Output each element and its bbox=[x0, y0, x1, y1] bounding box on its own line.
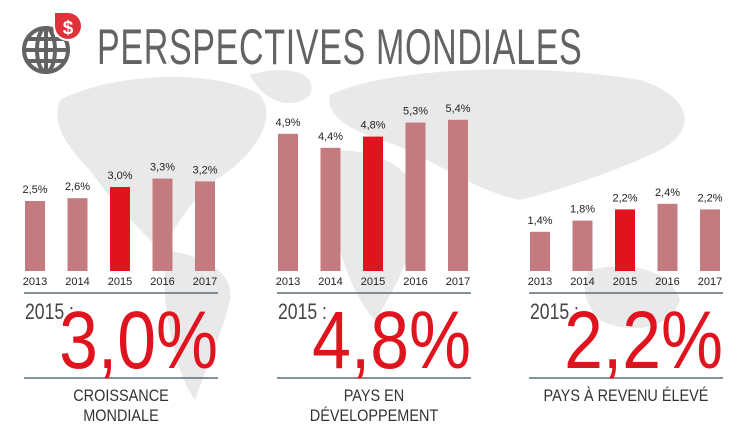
data-label: 5,4% bbox=[445, 103, 470, 115]
bar-2017 bbox=[195, 181, 215, 271]
x-tick-label: 2014 bbox=[318, 276, 342, 288]
bar-2014 bbox=[67, 198, 88, 271]
bar-2017 bbox=[448, 119, 468, 271]
data-label: 2,2% bbox=[612, 192, 637, 204]
chart-caption: PAYS À REVENU ÉLEVÉ bbox=[543, 386, 709, 405]
bar-2016 bbox=[405, 122, 426, 271]
data-label: 4,9% bbox=[275, 117, 300, 129]
data-label: 3,2% bbox=[192, 164, 217, 176]
x-tick-label: 2015 bbox=[108, 276, 132, 288]
x-tick-label: 2015 bbox=[613, 276, 637, 288]
x-tick-label: 2016 bbox=[655, 276, 679, 288]
summary-value: 2,2% bbox=[564, 295, 723, 386]
data-label: 4,8% bbox=[360, 120, 385, 132]
data-label: 2,6% bbox=[65, 181, 90, 193]
bar-2015 bbox=[363, 136, 383, 271]
bar-2014 bbox=[320, 147, 341, 271]
bar-2013 bbox=[25, 201, 45, 271]
page-title: PERSPECTIVES MONDIALES bbox=[97, 19, 583, 75]
bar-2016 bbox=[657, 203, 678, 271]
bar-2014 bbox=[572, 220, 593, 271]
chart-caption: CROISSANCE MONDIALE bbox=[73, 386, 169, 425]
x-tick-label: 2014 bbox=[65, 276, 89, 288]
data-label: 3,0% bbox=[107, 170, 132, 182]
summary-value: 3,0% bbox=[59, 295, 219, 386]
summary-year: 2015 : bbox=[25, 299, 74, 324]
svg-text:$: $ bbox=[63, 18, 74, 39]
x-tick-label: 2016 bbox=[403, 276, 427, 288]
x-tick-label: 2017 bbox=[698, 276, 722, 288]
data-label: 5,3% bbox=[403, 106, 428, 118]
bar-2013 bbox=[530, 231, 550, 271]
x-tick-label: 2017 bbox=[193, 276, 217, 288]
data-label: 1,4% bbox=[527, 215, 552, 227]
x-tick-label: 2016 bbox=[150, 276, 174, 288]
chart-caption: PAYS EN DÉVELOPPEMENT bbox=[309, 386, 439, 425]
data-label: 2,5% bbox=[22, 184, 47, 196]
x-tick-label: 2013 bbox=[276, 276, 300, 288]
data-label: 1,8% bbox=[570, 204, 595, 216]
summary-year: 2015 : bbox=[530, 299, 579, 324]
x-tick-label: 2013 bbox=[23, 276, 47, 288]
data-label: 4,4% bbox=[318, 131, 343, 143]
data-label: 2,2% bbox=[697, 192, 722, 204]
bar-2013 bbox=[278, 133, 298, 271]
bar-2015 bbox=[615, 209, 635, 271]
x-tick-label: 2013 bbox=[528, 276, 552, 288]
bar-2016 bbox=[152, 178, 173, 271]
globe-dollar-icon: $ bbox=[22, 11, 83, 74]
bar-2015 bbox=[110, 187, 130, 271]
x-tick-label: 2015 bbox=[361, 276, 385, 288]
summary-year: 2015 : bbox=[278, 299, 327, 324]
x-tick-label: 2017 bbox=[446, 276, 470, 288]
bar-2017 bbox=[700, 209, 720, 271]
x-tick-label: 2014 bbox=[570, 276, 594, 288]
data-label: 3,3% bbox=[150, 162, 175, 174]
summary-value: 4,8% bbox=[312, 295, 471, 386]
data-label: 2,4% bbox=[655, 187, 680, 199]
